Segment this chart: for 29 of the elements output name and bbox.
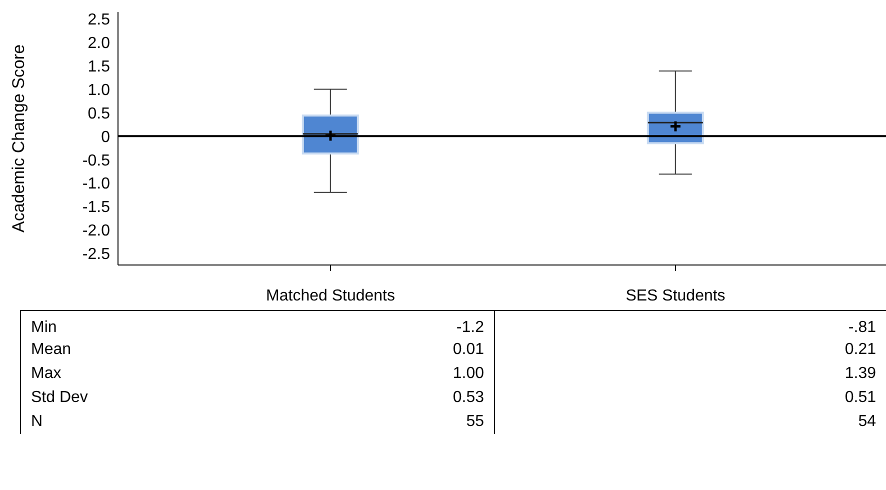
y-tick-label: -2.5: [82, 246, 110, 263]
y-tick-label: -2.0: [82, 222, 110, 240]
text: 0.53: [452, 388, 484, 406]
category-label: Min: [31, 319, 57, 336]
x-tick-label: Matched Students: [266, 287, 395, 304]
category-label: Mean: [31, 340, 72, 358]
text: -.81: [848, 319, 876, 336]
text: 55: [466, 412, 484, 430]
category-label: Std Dev: [31, 388, 88, 406]
y-axis-title: Academic Change Score: [9, 44, 28, 233]
y-tick-label: 2.5: [88, 12, 110, 29]
y-tick-label: 0: [101, 128, 110, 146]
text: -1.2: [456, 319, 484, 336]
category-label: Max: [31, 364, 62, 382]
y-tick-label: 1.5: [88, 58, 110, 76]
text: 1.39: [844, 364, 876, 382]
text: 0.01: [452, 340, 484, 358]
x-tick-label: SES Students: [626, 287, 726, 304]
text: 0.51: [844, 388, 876, 406]
category-label: N: [31, 412, 43, 430]
y-tick-label: -1.5: [82, 199, 110, 216]
text: 0.21: [844, 340, 876, 358]
text: 1.00: [452, 364, 484, 382]
y-tick-label: -0.5: [82, 152, 110, 170]
y-tick-label: 1.0: [88, 82, 110, 99]
y-tick-label: 0.5: [88, 105, 110, 122]
y-tick-label: -1.0: [82, 176, 110, 193]
y-tick-label: 2.0: [88, 35, 110, 52]
text: 54: [858, 412, 876, 430]
